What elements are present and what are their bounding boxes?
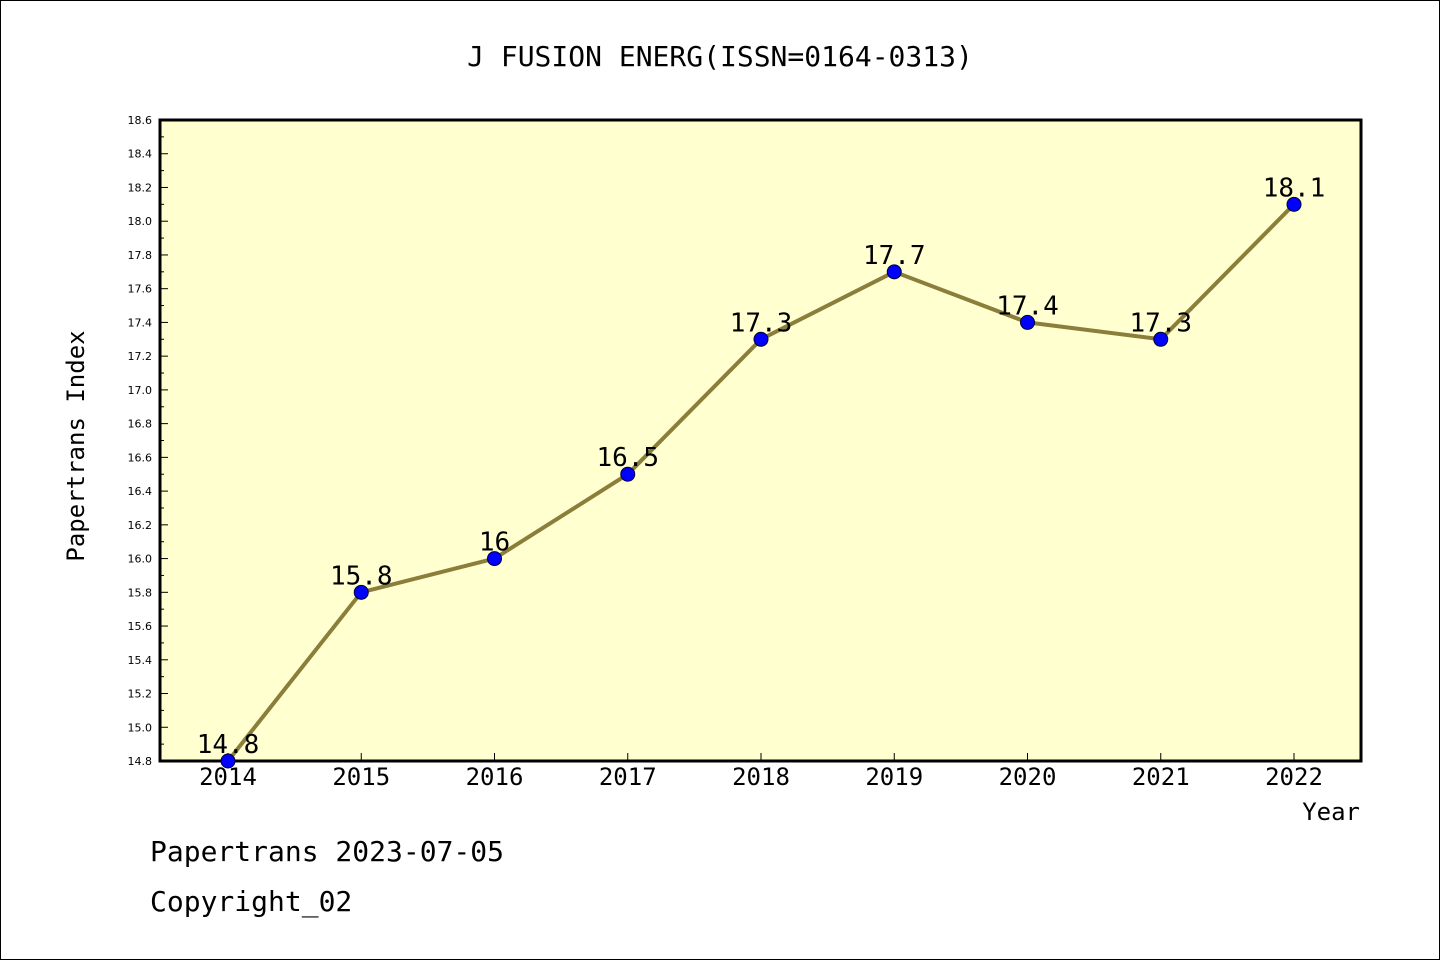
y-tick-label: 18.2 (128, 181, 153, 194)
data-point (353, 584, 369, 600)
y-axis: 14.8 15.0 15.2 15.4 15.6 15.8 16.0 16.2 16.4 16.6… (128, 114, 168, 768)
data-point (220, 753, 236, 769)
y-tick-label: 18.0 (128, 215, 153, 228)
data-labels: 14.8 15.8 16 16.5 17.3 17.7 17.4 17.3 18.1 (197, 173, 1326, 760)
data-label: 17.7 (863, 241, 926, 271)
y-tick-label: 16.6 (128, 451, 153, 464)
y-tick-label: 16.0 (128, 553, 153, 566)
y-tick-label: 15.6 (128, 620, 153, 633)
markers (220, 196, 1302, 769)
chart-title: J FUSION ENERG(ISSN=0164-0313) (467, 40, 973, 73)
x-axis: 2014 2015 2016 2017 2018 2019 2020 2021 2022 (199, 753, 1323, 791)
y-tick-label: 17.8 (128, 249, 153, 262)
y-axis-label: Papertrans Index (62, 330, 90, 561)
x-tick-label: 2017 (599, 763, 657, 791)
y-tick-label: 17.6 (128, 283, 153, 296)
data-point (1153, 331, 1169, 347)
data-point (1020, 314, 1035, 330)
data-label: 14.8 (197, 730, 260, 760)
y-tick-label: 15.0 (128, 721, 153, 734)
y-tick-label: 15.8 (128, 586, 153, 599)
y-tick-label: 15.2 (128, 688, 153, 701)
data-label: 16.5 (596, 443, 659, 473)
y-tick-label: 17.0 (128, 384, 153, 397)
footer-date: Papertrans 2023-07-05 (150, 835, 505, 868)
y-tick-label: 18.6 (128, 114, 153, 127)
x-tick-label: 2021 (1132, 763, 1190, 791)
plot-area (158, 118, 1363, 763)
y-tick-label: 16.4 (128, 485, 153, 498)
data-point (487, 551, 502, 567)
y-tick-label: 17.4 (128, 316, 153, 329)
x-axis-label: Year (1302, 798, 1360, 826)
data-label: 17.3 (730, 308, 793, 338)
y-tick-label: 17.2 (128, 350, 153, 363)
y-tick-label: 16.8 (128, 418, 153, 431)
data-point (620, 466, 636, 482)
data-point (1286, 196, 1302, 212)
data-point (886, 264, 902, 280)
footer-copyright: Copyright_02 (150, 885, 353, 918)
y-tick-label: 16.2 (128, 519, 153, 532)
x-tick-label: 2018 (732, 763, 790, 791)
data-point (753, 331, 769, 347)
x-tick-label: 2020 (999, 763, 1057, 791)
x-tick-label: 2015 (332, 763, 390, 791)
x-tick-label: 2016 (466, 763, 524, 791)
data-label: 15.8 (330, 561, 393, 591)
data-label: 17.4 (996, 291, 1059, 321)
y-tick-label: 14.8 (128, 755, 153, 768)
data-label: 18.1 (1263, 173, 1326, 203)
data-label: 17.3 (1129, 308, 1192, 338)
x-tick-label: 2019 (865, 763, 923, 791)
data-label: 16 (479, 528, 510, 558)
y-tick-label: 15.4 (128, 654, 153, 667)
y-tick-label: 18.4 (128, 148, 153, 161)
x-tick-label: 2022 (1265, 763, 1323, 791)
